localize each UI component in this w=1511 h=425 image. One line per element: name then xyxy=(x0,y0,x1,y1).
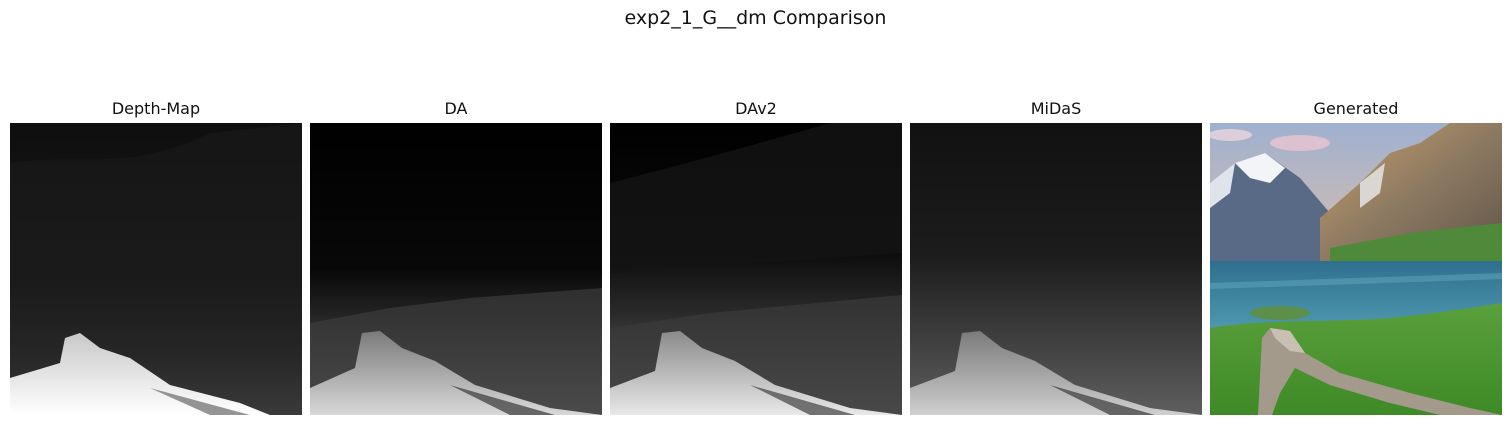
panel-title-midas: MiDaS xyxy=(1030,99,1082,118)
depth-map-image xyxy=(10,123,302,415)
panel-depth-map: Depth-Map xyxy=(10,98,302,415)
panel-title-depth-map: Depth-Map xyxy=(111,99,201,118)
panel-dav2: DAv2 xyxy=(610,98,902,415)
da-image xyxy=(310,123,602,415)
figure-title: exp2_1_G__dm Comparison xyxy=(624,7,887,29)
generated-image xyxy=(1210,123,1502,415)
panel-da: DA xyxy=(310,98,602,415)
panel-title-generated: Generated xyxy=(1313,99,1399,118)
dav2-image xyxy=(610,123,902,415)
midas-image xyxy=(910,123,1202,415)
panel-generated: Generated xyxy=(1210,98,1502,415)
panel-title-dav2: DAv2 xyxy=(735,99,777,118)
panel-midas: MiDaS xyxy=(910,98,1202,415)
panel-title-da: DA xyxy=(444,99,468,118)
